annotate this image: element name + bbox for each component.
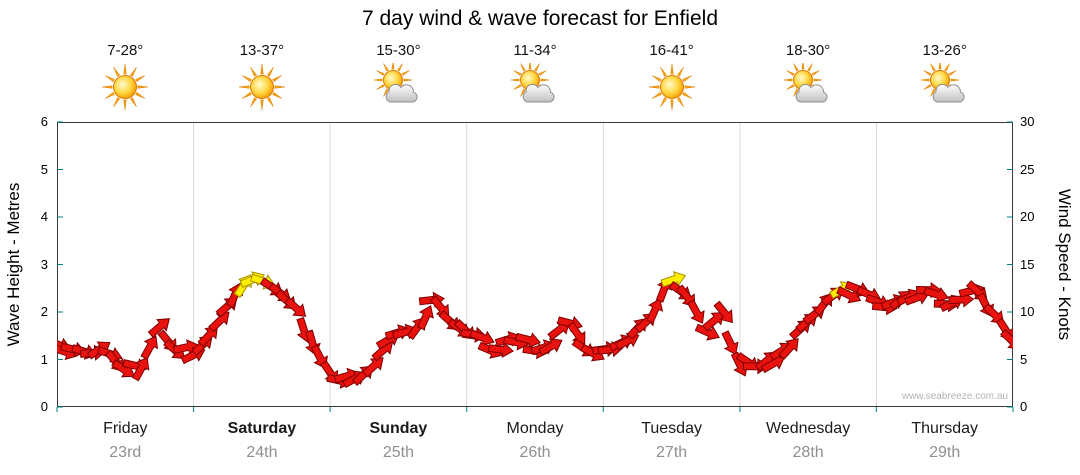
right-axis-tick-label: 5 (1020, 351, 1028, 367)
day-name: Thursday (911, 420, 979, 437)
sun-icon (648, 63, 696, 111)
left-axis-tick-label: 0 (40, 399, 48, 414)
sun-icon (238, 63, 286, 111)
temp-range: 13-26° (922, 42, 967, 59)
temp-range: 7-28° (107, 42, 144, 59)
temp-range: 13-37° (239, 42, 285, 59)
right-axis-tick-label: 30 (1020, 114, 1035, 129)
day-date: 26th (519, 444, 551, 461)
day-date: 29th (929, 444, 961, 461)
day-date: 28th (792, 444, 824, 461)
sun-behind-cloud-icon (920, 60, 969, 111)
day-name: Wednesday (765, 420, 851, 437)
right-axis-label: Wind Speed - Knots (1055, 188, 1074, 341)
day-date: 25th (382, 444, 414, 461)
right-axis-tick-label: 0 (1020, 399, 1028, 414)
temp-range: 11-34° (513, 42, 557, 59)
right-axis-tick-label: 20 (1020, 209, 1035, 224)
temp-range: 15-30° (376, 42, 421, 59)
right-axis-tick-label: 10 (1020, 304, 1035, 319)
temp-range: 18-30° (785, 42, 831, 59)
left-axis-tick-label: 3 (40, 256, 48, 272)
day-name: Sunday (369, 420, 428, 437)
left-axis-tick-label: 1 (40, 351, 48, 367)
chart-title: 7 day wind & wave forecast for Enfield (361, 7, 718, 30)
right-axis-tick-label: 15 (1020, 256, 1035, 272)
left-axis-tick-label: 5 (40, 161, 48, 177)
day-date: 24th (246, 444, 278, 461)
left-axis-tick-label: 6 (40, 114, 48, 129)
temp-range: 16-41° (649, 42, 694, 59)
day-name: Tuesday (641, 420, 702, 437)
sun-behind-cloud-icon (374, 60, 422, 111)
day-date: 23rd (109, 444, 142, 461)
day-date: 27th (656, 444, 688, 461)
sun-icon (101, 63, 149, 111)
day-name: Friday (103, 420, 148, 437)
left-axis-label: Wave Height - Metres (4, 182, 23, 347)
left-axis-tick-label: 2 (40, 304, 48, 319)
watermark: www.seabreeze.com.au (901, 391, 1008, 402)
sun-behind-cloud-icon (784, 60, 832, 111)
wind-arrows-plot (56, 121, 1014, 412)
sun-behind-cloud-icon (510, 60, 559, 111)
day-name: Saturday (227, 420, 297, 437)
day-name: Monday (506, 420, 564, 437)
left-axis-tick-label: 4 (40, 209, 48, 224)
right-axis-tick-label: 25 (1020, 161, 1035, 177)
